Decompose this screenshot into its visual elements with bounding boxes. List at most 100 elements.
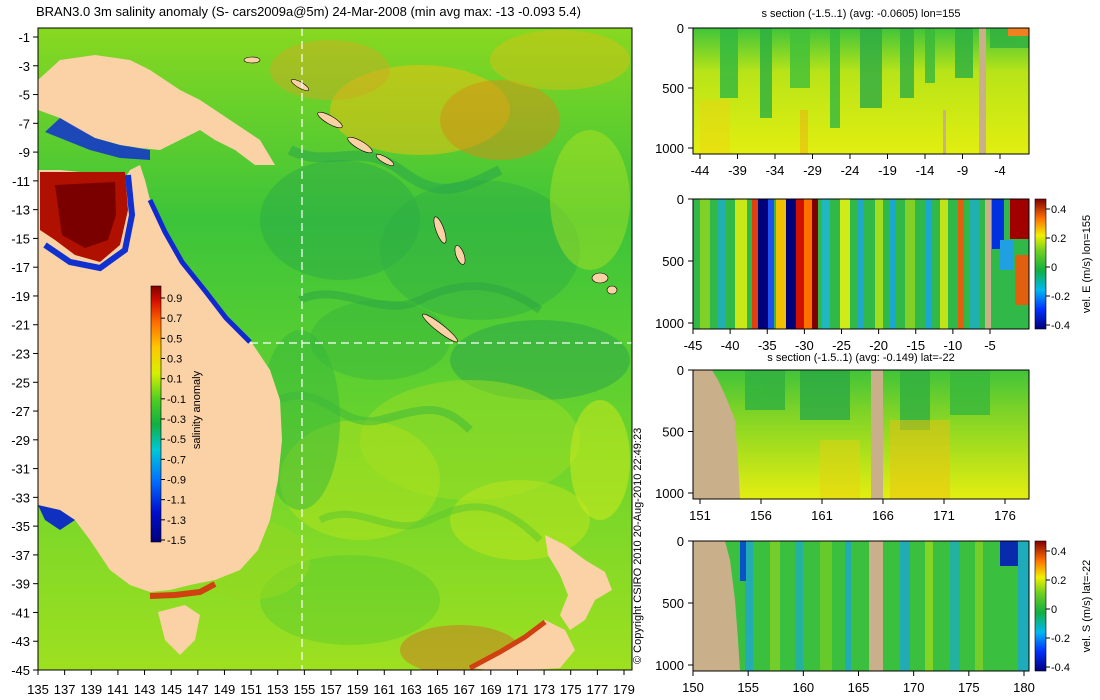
panel-c-y-axis: 0 500 1000 [655, 363, 693, 501]
panel-x-tick-label: -30 [795, 338, 814, 353]
map-lat-tick-label: -13 [11, 203, 30, 218]
map-colorbar-tick-label: -0.3 [167, 414, 186, 426]
panel-x-tick-label: -10 [943, 338, 962, 353]
map-lon-tick-label: 143 [134, 682, 156, 697]
map-lon-tick-label: 139 [80, 682, 102, 697]
map-plot [38, 28, 632, 670]
panel-x-tick-label: 165 [848, 680, 870, 695]
panel-x-tick-label: 171 [933, 508, 955, 523]
panel-x-tick-label: -9 [957, 163, 969, 178]
panel-x-tick-label: 176 [994, 508, 1016, 523]
map-lon-tick-label: 153 [267, 682, 289, 697]
panel-y-tick-label: 0 [677, 192, 684, 207]
new-zealand-north [545, 535, 612, 630]
map-lon-tick-label: 161 [373, 682, 395, 697]
map-lon-tick-label: 141 [107, 682, 129, 697]
panel-x-tick-label: -34 [766, 163, 785, 178]
panel-b-frame [692, 198, 1030, 330]
panel-colorbar-tick-label: 0.2 [1051, 233, 1066, 245]
map-colorbar-label: salinity anomaly [191, 370, 203, 449]
map-lon-tick-label: 173 [533, 682, 555, 697]
panel-c-land-ridge [871, 370, 883, 499]
panel-x-tick-label: -20 [869, 338, 888, 353]
map-lat-tick-label: -15 [11, 231, 30, 246]
panel-x-tick-label: -24 [841, 163, 860, 178]
map-lon-tick-label: 151 [240, 682, 262, 697]
panel-a-x-axis: -44 -39 -34 -29 -24 -19 -14 -9 -4 [691, 154, 1006, 178]
map-lon-tick-label: 165 [427, 682, 449, 697]
panel-x-tick-label: 150 [682, 680, 704, 695]
map-lat-tick-label: -17 [11, 260, 30, 275]
panel-colorbar-tick-label: 0.4 [1051, 204, 1066, 216]
panel-x-tick-label: -19 [878, 163, 897, 178]
panel-x-tick-label: 161 [811, 508, 833, 523]
map-lat-tick-label: -41 [11, 605, 30, 620]
panel-x-tick-label: -39 [728, 163, 747, 178]
panel-a-frame [692, 27, 1030, 155]
panel-x-tick-label: -44 [691, 163, 710, 178]
map-colorbar-tick-label: 0.1 [167, 374, 182, 386]
gulf-edge [43, 174, 136, 272]
map-lat-tick-label: -35 [11, 519, 30, 534]
map-colorbar-tick-label: -1.5 [167, 535, 186, 547]
panel-d-colorbar-label: vel. S (m/s) lat=-22 [1081, 560, 1093, 653]
map-lat-axis: -1 -3 -5 -7 -9 -11 -13 -15 -17 -19 -21 -23 -25 -27 -29… [11, 30, 38, 678]
gulf-carpentaria-core [55, 182, 116, 248]
map-lon-tick-label: 167 [453, 682, 475, 697]
map-lon-tick-label: 149 [214, 682, 236, 697]
map-colorbar-ticks: 0.9 0.7 0.5 0.3 0.1 -0.1 -0.3 -0.5 -0.7 -0.9 -1.1 -… [161, 293, 186, 547]
pacific-islands [243, 56, 618, 343]
map-lat-tick-label: -19 [11, 289, 30, 304]
panel-y-tick-label: 500 [662, 81, 684, 96]
map-lon-tick-label: 169 [480, 682, 502, 697]
map-lon-axis: 135 137 139 141 143 145 147 149 151 153 155 157 159 1… [27, 670, 635, 697]
panel-x-tick-label: -29 [803, 163, 822, 178]
panel-colorbar-tick-label: 0.4 [1051, 546, 1066, 558]
panel-y-tick-label: 1000 [655, 316, 684, 331]
map-lon-tick-label: 177 [587, 682, 609, 697]
panel-b-colorbar: 0.4 0.2 0 -0.2 -0.4 vel. E (m/s) lon=155 [1034, 198, 1093, 332]
map-colorbar: 0.9 0.7 0.5 0.3 0.1 -0.1 -0.3 -0.5 -0.7 -0.9 -1.1 -… [150, 285, 203, 547]
panel-y-tick-label: 500 [662, 425, 684, 440]
map-lon-tick-label: 175 [560, 682, 582, 697]
map-lat-tick-label: -7 [18, 116, 30, 131]
spencer-gulf [38, 505, 75, 530]
panel-d-colorbar-scale [1034, 540, 1047, 672]
panel-x-tick-label: 155 [737, 680, 759, 695]
nz-warm-coast [468, 620, 547, 670]
panel-x-tick-label: 166 [872, 508, 894, 523]
panel-b-y-axis: 0 500 1000 [655, 192, 693, 331]
panel-a-y-axis: 0 500 1000 [655, 21, 693, 156]
map-colorbar-tick-label: 0.9 [167, 293, 182, 305]
panel-y-tick-label: 1000 [655, 658, 684, 673]
panel-c-frame [692, 369, 1030, 500]
panel-d-land-west [693, 541, 740, 671]
queensland-coast [147, 198, 252, 344]
panel-y-tick-label: 0 [677, 363, 684, 378]
panel-x-tick-label: -40 [721, 338, 740, 353]
panel-x-tick-label: -25 [832, 338, 851, 353]
panel-colorbar-tick-label: 0.2 [1051, 575, 1066, 587]
panel-c-title: s section (-1.5..1) (avg: -0.149) lat=-2… [767, 352, 954, 364]
map-colorbar-tick-label: 0.5 [167, 333, 182, 345]
panel-c-x-axis: 151 156 161 166 171 176 [689, 499, 1016, 523]
map-colorbar-tick-label: 0.7 [167, 313, 182, 325]
map-lon-tick-label: 147 [187, 682, 209, 697]
panel-a-title: s section (-1.5..1) (avg: -0.0605) lon=1… [761, 8, 960, 20]
panel-y-tick-label: 0 [677, 21, 684, 36]
panel-x-tick-label: 151 [689, 508, 711, 523]
panel-d-x-axis: 150 155 160 165 170 175 180 [682, 671, 1035, 695]
map-lat-tick-label: -9 [18, 145, 30, 160]
new-zealand-south [470, 620, 575, 670]
map-lat-tick-label: -29 [11, 433, 30, 448]
map-lat-tick-label: -45 [11, 663, 30, 678]
new-guinea-land [38, 55, 275, 165]
map-colorbar-tick-label: -0.1 [167, 394, 186, 406]
map-lon-tick-label: 157 [320, 682, 342, 697]
map-lat-tick-label: -37 [11, 548, 30, 563]
map-colorbar-tick-label: 0.3 [167, 354, 182, 366]
panel-colorbar-tick-label: -0.4 [1051, 320, 1070, 332]
panel-x-tick-label: -5 [984, 338, 996, 353]
tasmania-land [158, 605, 200, 655]
panel-x-tick-label: -14 [916, 163, 935, 178]
